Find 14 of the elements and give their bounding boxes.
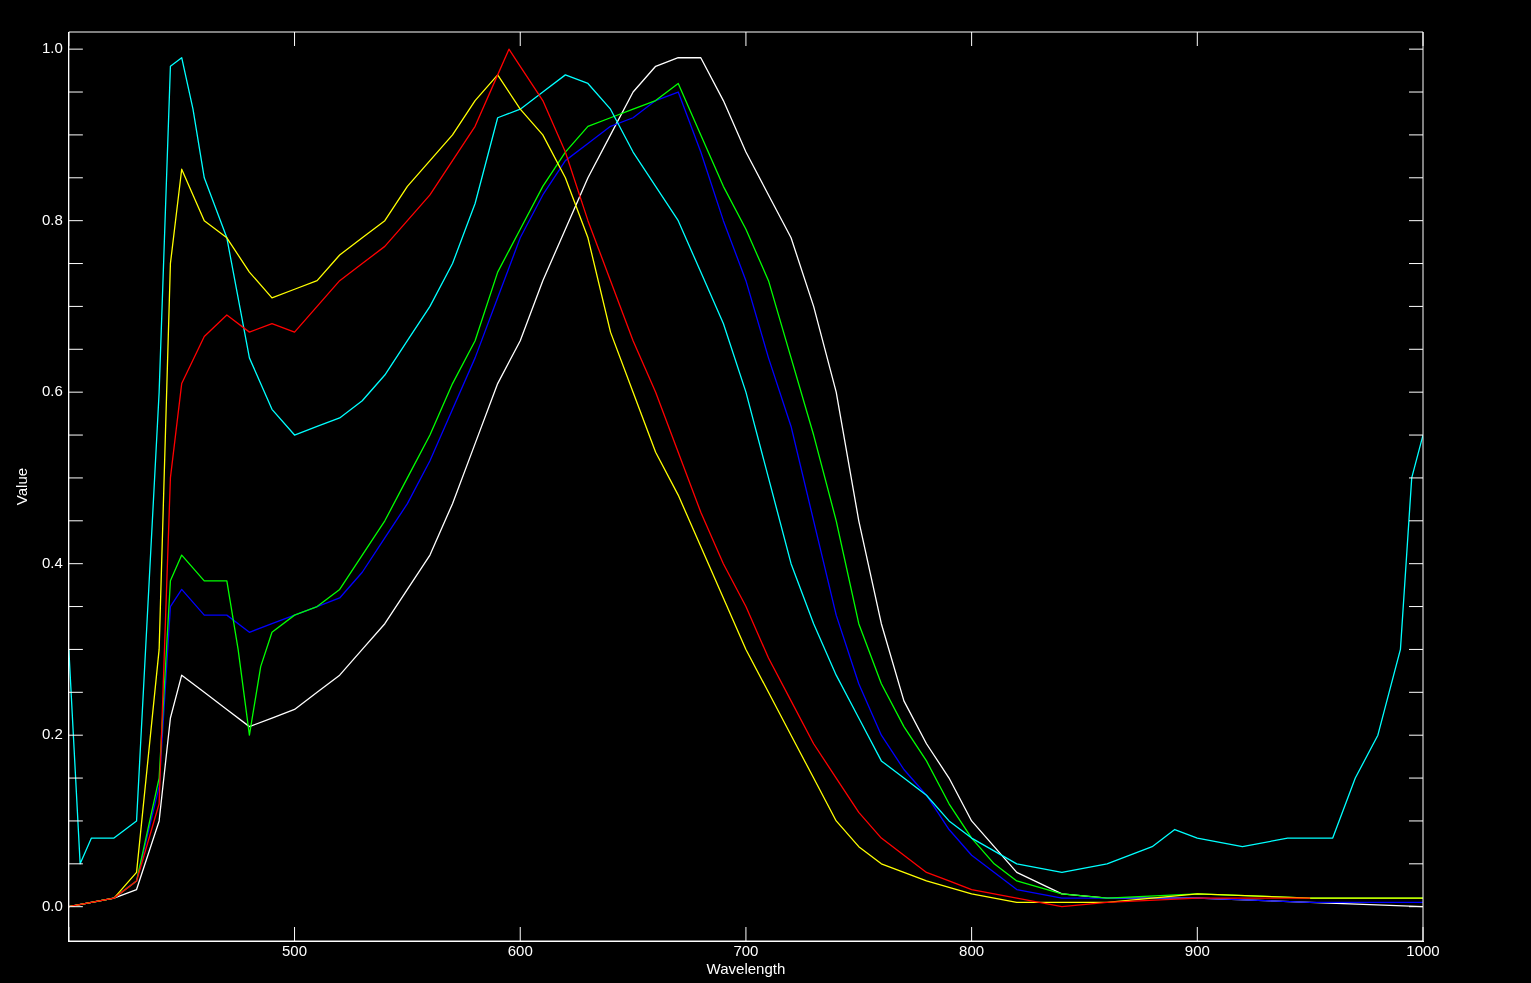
y-tick-label: 1.0 — [41, 39, 63, 57]
y-tick-label: 0.8 — [41, 210, 63, 228]
y-axis-title: Value — [13, 467, 31, 506]
y-tick-label: 0.6 — [41, 382, 63, 400]
x-tick-label: 1000 — [1406, 942, 1440, 960]
y-tick-label: 0.0 — [41, 896, 63, 914]
y-tick-label: 0.4 — [41, 553, 63, 571]
y-tick-label: 0.2 — [41, 725, 63, 743]
x-axis-title: Wavelength — [706, 960, 786, 978]
x-tick-label: 500 — [282, 942, 308, 960]
x-tick-label: 700 — [733, 942, 759, 960]
x-tick-label: 800 — [959, 942, 985, 960]
x-tick-label: 900 — [1184, 942, 1210, 960]
x-tick-label: 600 — [507, 942, 533, 960]
